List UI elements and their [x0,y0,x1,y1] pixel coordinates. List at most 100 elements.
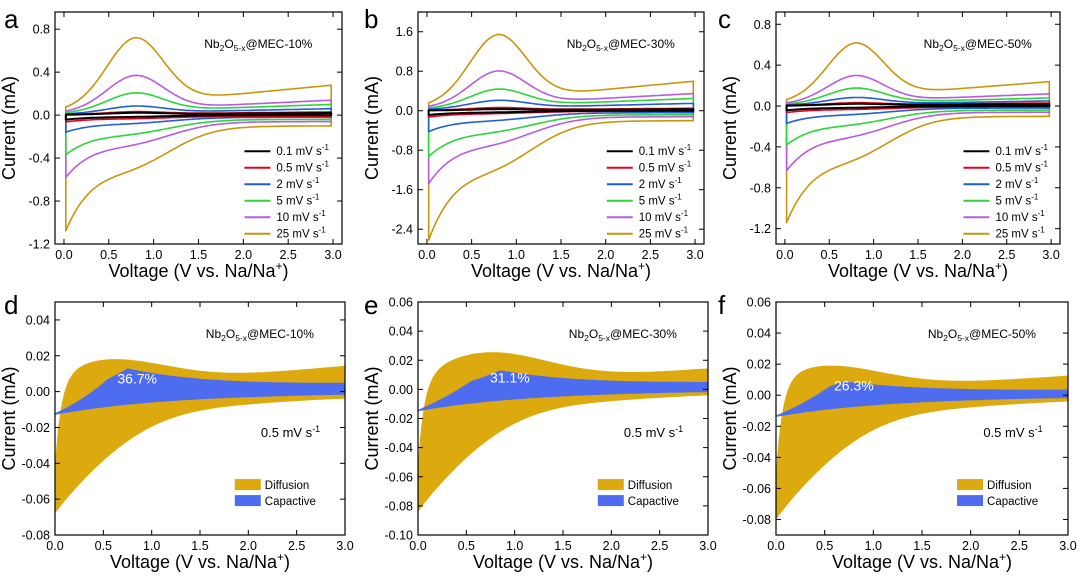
y-axis-label: Current (mA) [362,366,382,470]
x-tick-label: 1.5 [909,248,926,262]
y-tick-label: -0.4 [749,140,771,154]
y-tick-label: -0.02 [743,420,772,434]
legend-label-main: 25 mV s [639,229,681,241]
panel-letter-e: e [364,290,378,320]
title-tail: @MEC-30% [608,37,675,51]
chart-title: Nb2O5-x@MEC-30% [569,327,677,343]
legend-swatch-diffusion [234,479,261,491]
legend-label-diffusion: Diffusion [265,480,310,492]
legend-label-sup: -1 [675,193,683,202]
x-axis-label-sup: + [638,259,645,273]
scan-rate-label: 0.5 mV s-1 [624,424,683,440]
x-axis-label-end: ) [1006,552,1012,572]
legend-label-sup: -1 [1031,193,1039,202]
x-tick-label: 1.0 [508,248,525,262]
legend-label-capactive: Capactive [628,496,679,508]
x-tick-label: 2.5 [1011,539,1028,553]
x-tick-label: 2.0 [954,248,971,262]
legend-label-sup: -1 [322,143,330,152]
scan-rate-sup: -1 [1035,424,1043,434]
y-tick-label: 0.0 [754,100,771,114]
legend-label: 5 mV s-1 [639,193,682,208]
legend-label: 2 mV s-1 [639,176,682,191]
x-tick-label: 2.5 [288,539,305,553]
title-sub2: 5-x [953,43,966,53]
series-group [427,33,695,241]
title-o: O [226,327,235,341]
chart-title: Nb2O5-x@MEC-30% [567,37,675,53]
panel-f: 0.0 0.5 1.0 1.5 2.0 2.5 3.0 -0.08 -0.06 -0.04 -0.0… [720,296,1077,573]
x-tick-label: 0.5 [821,248,838,262]
y-tick-label: -0.04 [22,457,51,471]
title-o: O [224,37,233,51]
legend-label: 25 mV s-1 [276,226,326,241]
x-tick-label: 3.0 [1042,248,1059,262]
x-tick-label: 1.0 [145,248,162,262]
y-axis-label: Current (mA) [720,366,740,470]
legend-label-sup: -1 [1041,143,1049,152]
x-tick-label: 1.5 [552,248,569,262]
x-tick-label: 2.5 [279,248,296,262]
chart-title: Nb2O5-x@MEC-10% [204,37,312,53]
title-nb: Nb [204,37,220,51]
legend-label-capactive: Capactive [987,496,1038,508]
scan-rate-sup: -1 [675,424,683,434]
title-sub1: 2 [221,333,226,343]
x-tick-label: 0.0 [776,248,793,262]
panel-c: 0.0 0.5 1.0 1.5 2.0 2.5 3.0 -1.2 -0.8 -0.4 0.0 0.4 0… [720,11,1061,281]
x-tick-label: 0.0 [409,539,426,553]
title-o: O [948,327,957,341]
x-tick-label: 3.0 [1059,539,1076,553]
capacitive-percent-label: 36.7% [117,370,157,386]
cv-curve-10-mV-s [427,70,695,185]
legend-label-main: 10 mV s [995,212,1037,224]
legend-label-main: 0.1 mV s [276,146,322,158]
x-tick-label: 1.5 [191,539,208,553]
x-axis-label-main: Voltage (V vs. Na/Na [471,261,639,281]
x-axis-label-end: ) [284,552,290,572]
title-o: O [587,37,596,51]
legend-label: 0.1 mV s-1 [995,143,1048,158]
legend-label-sup: -1 [684,160,692,169]
legend-label: 25 mV s-1 [995,226,1045,241]
x-tick-label: 1.5 [913,539,930,553]
y-tick-label: 0.0 [33,109,50,123]
legend-label: 2 mV s-1 [276,176,319,191]
x-tick-label: 1.5 [554,539,571,553]
title-sub2: 5-x [957,333,970,343]
legend-label-sup: -1 [684,143,692,152]
legend-label: 0.5 mV s-1 [995,160,1048,175]
title-sub1: 2 [943,333,948,343]
title-sub2: 5-x [234,43,247,53]
y-tick-label: -0.08 [22,529,51,543]
legend-label: 5 mV s-1 [276,193,319,208]
legend-label: 5 mV s-1 [995,193,1038,208]
y-tick-label: 0.02 [389,354,413,368]
x-axis-label: Voltage (V vs. Na/Na+) [473,550,653,572]
y-tick-label: -0.06 [22,493,51,507]
legend-label-sup: -1 [312,176,320,185]
x-tick-label: 2.0 [240,539,257,553]
title-o: O [944,37,953,51]
x-tick-label: 3.0 [686,248,703,262]
title-nb: Nb [928,327,944,341]
legend-swatch-capactive [957,495,984,507]
title-nb: Nb [567,37,583,51]
x-axis-label-main: Voltage (V vs. Na/Na [828,261,996,281]
y-tick-label: -0.02 [385,412,414,426]
capacitive-area [418,370,708,412]
x-axis-label: Voltage (V vs. Na/Na+) [832,550,1012,572]
x-tick-label: 2.0 [235,248,252,262]
legend-swatch-capactive [597,495,624,507]
cv-curve-5-mV-s [65,92,333,156]
legend-label: 10 mV s-1 [639,209,689,224]
x-axis-label-main: Voltage (V vs. Na/Na [832,552,1000,572]
x-tick-label: 0.5 [95,539,112,553]
legend-label-diffusion: Diffusion [987,480,1032,492]
legend-label-main: 0.5 mV s [276,163,322,175]
title-tail: @MEC-50% [965,37,1032,51]
y-tick-label: -0.04 [385,441,414,455]
y-axis-label: Current (mA) [0,76,19,180]
legend-label: 10 mV s-1 [276,209,326,224]
